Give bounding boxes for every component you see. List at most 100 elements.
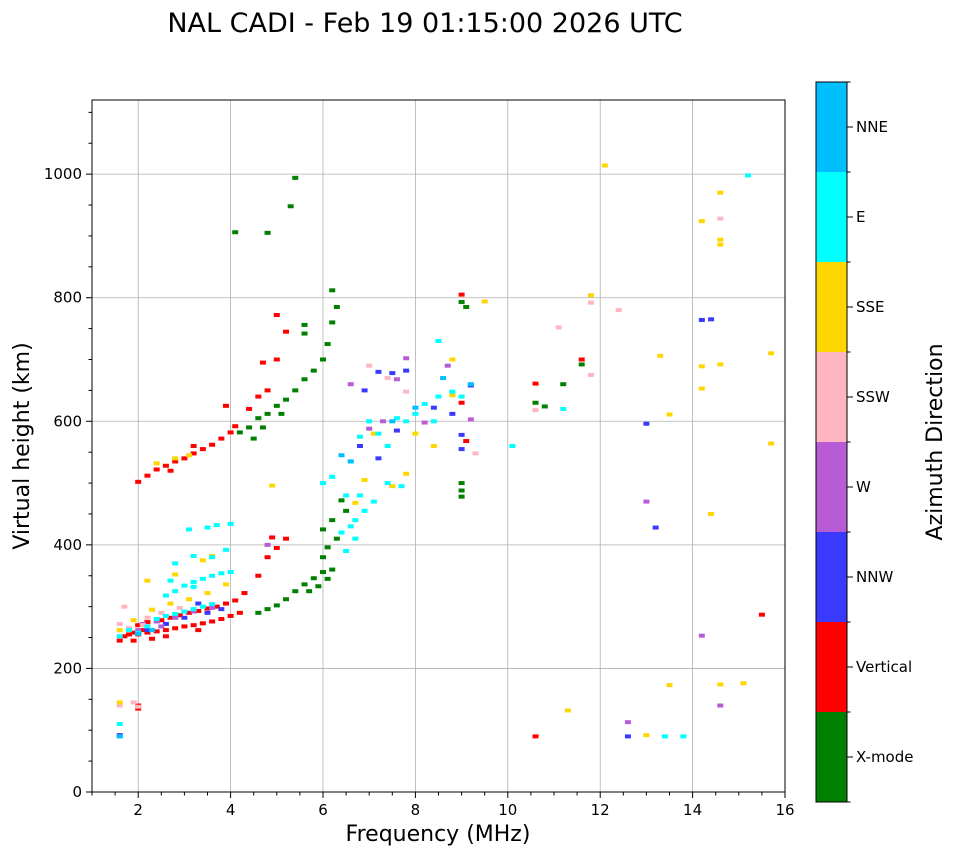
data-point [366,363,373,368]
data-point [587,300,594,305]
data-point [458,488,465,493]
data-point [273,603,280,608]
data-point [190,553,197,558]
data-point [666,412,673,417]
data-point [153,461,160,466]
data-point [643,421,650,426]
data-point [643,499,650,504]
data-point [698,386,705,391]
data-point [204,591,211,596]
data-point [412,411,419,416]
y-axis-ticks: 0 200 400 600 800 1000 [44,111,92,801]
data-point [236,430,243,435]
data-point [435,394,442,399]
data-point [541,404,548,409]
data-point [768,351,775,356]
data-point [587,372,594,377]
data-point [745,173,752,178]
data-point [352,536,359,541]
data-point [269,535,276,540]
data-point [135,479,142,484]
data-point [278,411,285,416]
data-point [430,444,437,448]
data-point [283,397,290,402]
data-point [449,393,456,398]
data-point [186,597,193,602]
data-point [190,584,197,589]
data-point [130,618,137,623]
data-point [121,604,128,609]
data-point [643,733,650,738]
data-point [347,524,354,529]
data-point [301,331,308,336]
data-point [717,216,724,221]
data-point [259,425,266,430]
data-point [393,377,400,382]
data-point [393,428,400,433]
data-point [532,400,539,405]
x-axis-label: Frequency (MHz) [346,822,531,847]
data-point [601,163,608,168]
data-point [186,610,193,615]
y-tick-label: 0 [72,783,82,801]
data-point [624,720,631,725]
data-point [329,320,336,325]
data-point [380,419,387,424]
x-tick-label: 14 [683,801,702,819]
data-point [144,578,151,583]
data-point [301,377,308,382]
data-point [130,630,137,635]
data-point [158,618,165,623]
data-point [218,607,225,612]
data-point [273,545,280,550]
data-point [236,610,243,615]
data-point [717,190,724,195]
data-point [666,683,673,688]
data-point [162,621,169,626]
data-point [393,416,400,421]
data-point [121,634,128,639]
data-point [463,304,470,309]
data-point [717,242,724,247]
data-point [158,610,165,615]
data-point [273,403,280,408]
data-point [384,376,391,381]
x-tick-label: 6 [318,801,328,819]
data-point [255,416,262,421]
data-point [204,606,211,611]
colorbar-label: E [856,208,865,226]
data-point [264,411,271,416]
data-point [190,444,197,448]
data-point [264,388,271,393]
data-point [172,459,179,464]
data-point [209,605,216,610]
data-point [356,434,363,439]
data-point [162,593,169,598]
data-point [412,405,419,410]
series-ssw [116,216,724,709]
data-point [698,219,705,224]
data-point [181,615,188,620]
chart-title: NAL CADI - Feb 19 01:15:00 2026 UTC [167,8,682,39]
y-tick-label: 200 [53,659,82,677]
data-point [717,703,724,708]
grid-lines [92,100,786,793]
y-tick-label: 800 [53,289,82,307]
data-point [222,547,229,552]
data-point [241,591,248,596]
data-point [403,471,410,476]
data-point [717,682,724,687]
data-point [449,411,456,416]
data-point [324,545,331,550]
data-point [301,322,308,327]
data-point [195,608,202,613]
data-point [347,459,354,464]
data-point [209,555,216,560]
colorbar: X-mode Vertical NNW W SSW SSE E NNE [815,81,913,803]
data-point [172,612,179,617]
data-point [578,362,585,367]
data-point [232,424,239,429]
data-point [320,555,326,560]
data-points [116,163,775,739]
